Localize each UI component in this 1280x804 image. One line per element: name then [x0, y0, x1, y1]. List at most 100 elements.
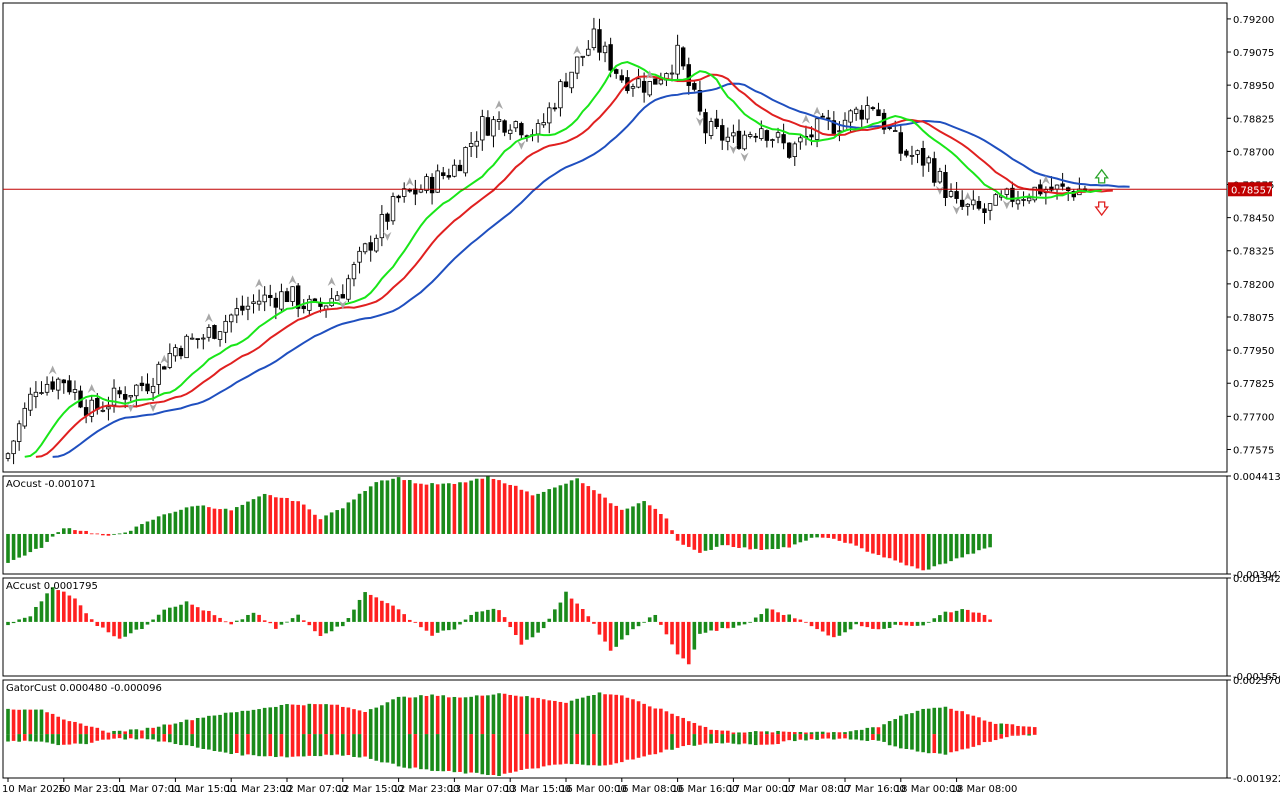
candle	[569, 71, 574, 94]
gator-upper-histogram-bar	[296, 704, 300, 735]
ac-histogram-bar	[703, 621, 708, 633]
ao-histogram-bar	[402, 480, 406, 534]
gator-upper-histogram-bar	[547, 700, 552, 735]
candle	[134, 384, 139, 408]
gator-lower-histogram-bar	[547, 734, 552, 766]
fractal-up-arrow	[327, 276, 336, 286]
ao-histogram-bar	[151, 519, 155, 534]
ac-indicator-panel[interactable]: 0.0013429 -0.0016545 ACcust 0.0001795	[6, 574, 1280, 683]
candle-body	[558, 81, 563, 109]
ao-histogram-bar	[145, 521, 150, 534]
ao-histogram-bar	[737, 533, 741, 548]
ac-histogram-bar	[664, 621, 669, 635]
candle	[753, 133, 758, 143]
candle-body	[346, 278, 351, 300]
ac-histogram-bar	[737, 621, 741, 626]
candle-body	[697, 90, 703, 112]
gator-lower-histogram-bar	[39, 734, 44, 742]
candle	[675, 34, 680, 83]
candle	[932, 151, 937, 187]
ac-histogram-bar	[714, 621, 719, 631]
ao-histogram-bar	[251, 499, 256, 534]
gator-upper-histogram-bar	[776, 730, 780, 735]
gator-lower-histogram-bar	[977, 734, 981, 746]
ac-histogram-bar	[151, 619, 155, 622]
ao-histogram-bar	[207, 507, 211, 534]
time-axis-label: 13 Mar 15:00	[504, 784, 571, 795]
candle-body	[792, 143, 797, 157]
ao-histogram-bar	[893, 533, 898, 561]
ao-histogram-bar	[290, 500, 295, 534]
gator-upper-histogram-bar	[564, 702, 568, 735]
gator-lower-histogram-bar	[84, 734, 88, 745]
gator-upper-histogram-bar	[765, 731, 769, 735]
ac-histogram-bar	[324, 621, 328, 634]
ao-panel-frame	[2, 475, 1228, 575]
candle	[5, 452, 11, 462]
ac-histogram-bar	[893, 621, 898, 625]
gator-lower-histogram-bar	[698, 734, 702, 745]
gator-upper-histogram-bar	[184, 719, 189, 735]
ao-histogram-bar	[670, 530, 674, 534]
ac-histogram-bar	[843, 621, 847, 633]
ao-histogram-bar	[301, 504, 306, 534]
gator-upper-histogram-bar	[268, 707, 273, 735]
gator-indicator-panel[interactable]: 0.002370 -0.001922 GatorCust 0.000480 -0.0…	[6, 676, 1280, 785]
gator-lower-histogram-bar	[541, 734, 546, 767]
gator-lower-histogram-bar	[274, 734, 278, 758]
candle-body	[89, 399, 94, 417]
gator-lower-histogram-bar	[631, 734, 635, 760]
candle-body	[948, 191, 954, 197]
ao-histogram-bar	[809, 533, 814, 538]
candle-body	[61, 379, 66, 384]
ac-histogram-bar	[960, 609, 964, 622]
gator-lower-histogram-bar	[737, 734, 741, 745]
gator-upper-histogram-bar	[84, 725, 88, 735]
ao-histogram-bar	[190, 506, 194, 534]
indicator-axis-label: 0.004413	[1233, 472, 1280, 483]
gator-upper-histogram-bar	[380, 705, 384, 735]
gator-lower-histogram-bar	[954, 734, 959, 752]
gator-lower-histogram-bar	[854, 734, 858, 740]
candle-body	[686, 64, 691, 86]
candle	[853, 106, 859, 121]
ao-histogram-bar	[480, 478, 485, 534]
ao-histogram-bar	[39, 533, 44, 548]
gator-lower-histogram-bar	[318, 734, 323, 757]
gator-lower-histogram-bar	[184, 734, 189, 746]
ao-histogram-bar	[229, 510, 233, 534]
ao-histogram-bar	[887, 533, 892, 559]
ao-histogram-bar	[346, 502, 351, 534]
ao-histogram-bar	[915, 533, 920, 569]
gator-upper-histogram-bar	[156, 726, 161, 735]
ao-histogram-bar	[274, 497, 278, 534]
gator-upper-histogram-bar	[106, 732, 111, 735]
fractal-up-arrow	[813, 106, 822, 116]
gator-upper-histogram-bar	[430, 694, 434, 735]
candle-body	[547, 107, 552, 124]
gator-upper-histogram-bar	[497, 693, 501, 735]
candle	[234, 297, 239, 324]
candle	[937, 167, 943, 184]
ao-histogram-bar	[17, 533, 21, 558]
ao-histogram-bar	[804, 533, 808, 541]
candle-body	[5, 453, 11, 459]
candle-body	[541, 122, 546, 126]
ac-histogram-bar	[435, 621, 440, 633]
main-price-panel[interactable]: 0.79200 0.79075 0.78950 0.78825 0.78700 0.785…	[3, 15, 1274, 465]
ao-indicator-panel[interactable]: 0.004413 -0.003047 AOcust -0.001071	[6, 472, 1280, 581]
ao-histogram-bar	[977, 533, 981, 551]
candle	[307, 295, 312, 316]
gator-upper-histogram-bar	[837, 732, 842, 735]
candle-body	[228, 314, 234, 323]
gator-upper-histogram-bar	[949, 708, 953, 735]
gator-lower-histogram-bar	[726, 734, 730, 743]
candle	[870, 106, 876, 111]
candle-body	[351, 264, 357, 280]
ao-histogram-bar	[837, 533, 842, 541]
gator-upper-histogram-bar	[22, 709, 27, 735]
gator-upper-histogram-bar	[385, 702, 390, 735]
ac-histogram-bar	[374, 597, 379, 622]
